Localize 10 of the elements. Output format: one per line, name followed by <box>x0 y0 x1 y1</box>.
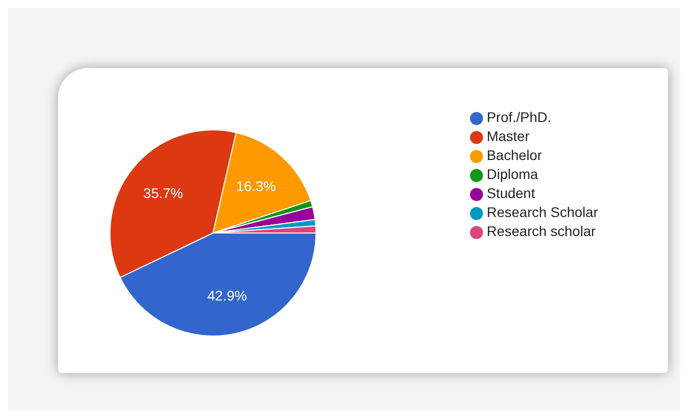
legend-label: Research scholar <box>486 223 596 239</box>
legend-label: Bachelor <box>486 147 542 163</box>
legend-label: Research Scholar <box>486 204 598 220</box>
legend-label: Student <box>486 185 535 201</box>
legend-label: Diploma <box>486 166 538 182</box>
legend-label: Prof./PhD. <box>486 109 552 125</box>
data-label: 42.9% <box>207 287 247 304</box>
legend-label: Master <box>486 128 530 144</box>
data-label: 35.7% <box>143 185 184 202</box>
data-label: 16.3% <box>236 178 276 194</box>
